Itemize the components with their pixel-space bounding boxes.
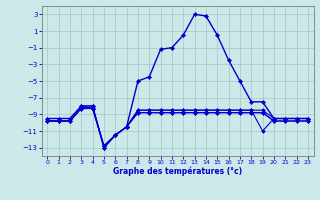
X-axis label: Graphe des températures (°c): Graphe des températures (°c) xyxy=(113,167,242,176)
